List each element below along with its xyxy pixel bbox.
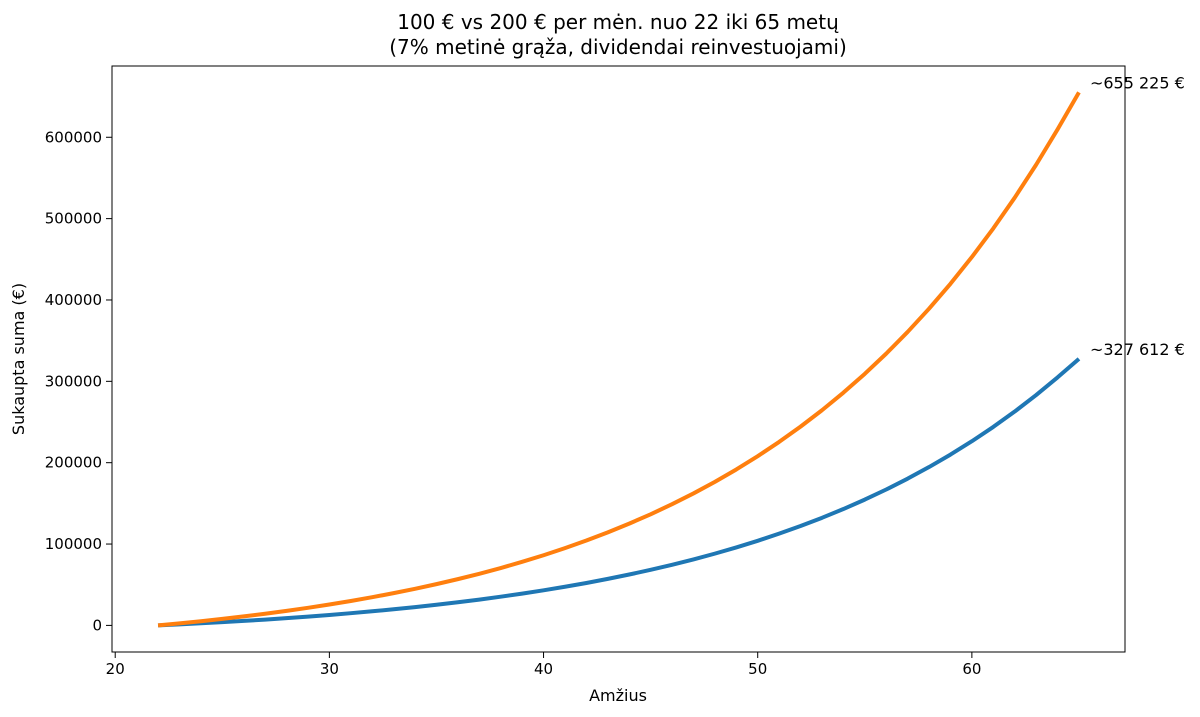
series-line-2 [157,91,1081,628]
y-tick-label: 400000 [45,291,102,309]
y-tick-label: 300000 [45,372,102,390]
x-tick-label: 30 [320,660,339,678]
series-line-1 [157,357,1081,628]
y-tick-label: 600000 [45,128,102,146]
x-tick-label: 60 [962,660,981,678]
plot-frame [111,65,1126,653]
x-tick-label: 50 [748,660,767,678]
y-tick-label: 500000 [45,210,102,228]
y-axis-label: Sukaupta suma (€) [9,283,28,435]
series-end-label-1: ~327 612 € [1090,340,1185,359]
x-tick-label: 20 [106,660,125,678]
plot-area: ~327 612 € ~655 225 € 20 30 40 50 60 0 100000 200… [45,65,1185,678]
y-tick-label: 100000 [45,535,102,553]
chart-title-line-1: 100 € vs 200 € per mėn. nuo 22 iki 65 me… [397,10,839,34]
y-tick-label: 200000 [45,454,102,472]
x-tick-label: 40 [534,660,553,678]
series-end-label-2: ~655 225 € [1090,73,1185,92]
chart-title-line-2: (7% metinė grąža, dividendai reinvestuoj… [389,35,847,59]
x-axis-label: Amžius [589,686,647,705]
y-tick-label: 0 [92,616,102,634]
